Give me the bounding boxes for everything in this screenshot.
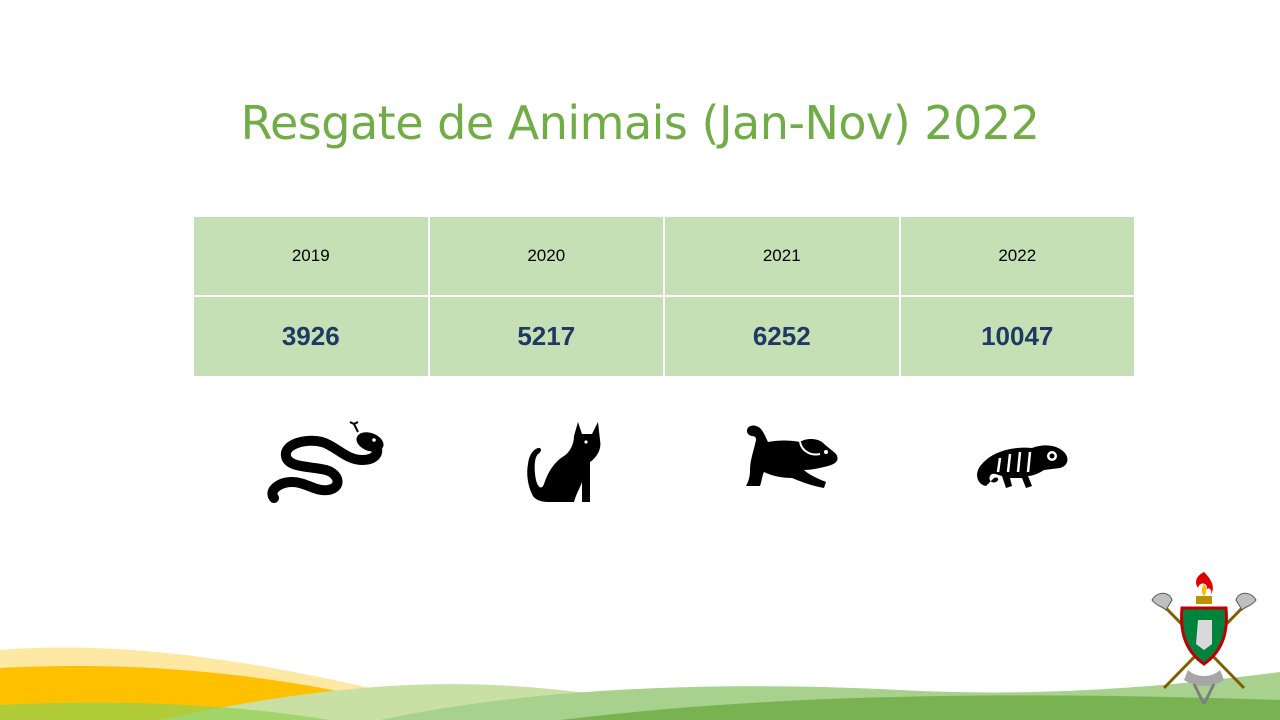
slide-title: Resgate de Animais (Jan-Nov) 2022 <box>240 96 1040 150</box>
value-cell: 6252 <box>663 295 901 378</box>
value-cell: 10047 <box>898 295 1136 378</box>
value-cell: 3926 <box>192 295 430 378</box>
table-row-years: 2019 2020 2021 2022 <box>192 215 1136 297</box>
year-cell: 2022 <box>898 215 1136 297</box>
dog-icon <box>746 425 838 488</box>
year-cell: 2021 <box>663 215 901 297</box>
year-cell: 2019 <box>192 215 430 297</box>
value-cell: 5217 <box>427 295 665 378</box>
rescue-table: 2019 2020 2021 2022 3926 5217 6252 10047 <box>192 215 1136 378</box>
firefighter-emblem-logo <box>1151 572 1257 704</box>
snake-icon <box>267 421 384 503</box>
cat-icon <box>527 422 601 502</box>
table-row-values: 3926 5217 6252 10047 <box>192 295 1136 378</box>
chameleon-icon <box>977 445 1068 488</box>
year-cell: 2020 <box>427 215 665 297</box>
